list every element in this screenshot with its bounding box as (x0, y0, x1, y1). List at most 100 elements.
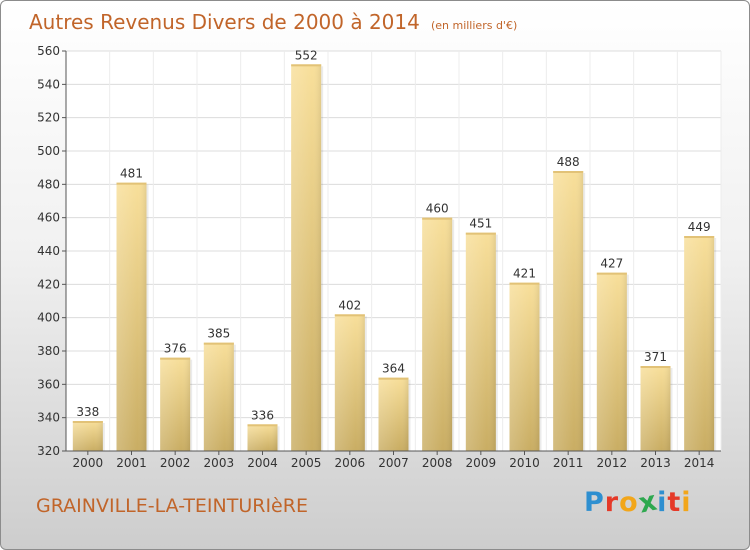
place-name: GRAINVILLE-LA-TEINTURIèRE (36, 495, 308, 517)
y-tick-label: 400 (37, 311, 60, 325)
bar-top-edge (72, 421, 103, 423)
bar-value-label: 427 (600, 257, 623, 271)
bar-top-edge (422, 217, 453, 220)
bar-highlight (465, 232, 496, 451)
bar-highlight (160, 357, 191, 451)
axis-layer: 320 340 360 380 400 420 440 460 480 500 520 540 560 2… (37, 44, 721, 470)
x-tick-label: 2012 (597, 456, 628, 470)
x-tick-label: 2013 (640, 456, 671, 470)
bar-group: 338 (72, 405, 105, 451)
bar-value-label: 449 (688, 220, 711, 234)
bar-group: 451 (465, 217, 498, 451)
logo-letter: t (667, 487, 682, 518)
bar-highlight (334, 314, 365, 451)
bar-value-label: 338 (76, 405, 99, 419)
bar-group: 449 (684, 220, 717, 451)
bar-highlight (509, 282, 540, 451)
x-tick-label: 2011 (553, 456, 584, 470)
logo-letter: o (619, 487, 639, 518)
bars-layer: 338 481 376 385 336 552 402 364 460 451 421 488 427 3… (72, 48, 717, 452)
bar-highlight (640, 366, 671, 451)
bar-top-edge (160, 357, 191, 360)
bar-group: 460 (422, 202, 455, 451)
bar-value-label: 371 (644, 350, 667, 364)
bar-group: 481 (116, 167, 149, 451)
title-row: Autres Revenus Divers de 2000 à 2014 (en… (29, 10, 517, 34)
bar-highlight (291, 64, 322, 452)
y-tick-label: 420 (37, 277, 60, 291)
y-tick-label: 520 (37, 111, 60, 125)
bar-highlight (378, 377, 409, 451)
bar-group: 488 (553, 155, 586, 451)
bar-highlight (684, 236, 715, 451)
logo-letter: P (584, 487, 605, 518)
bar-top-edge (334, 314, 365, 317)
bar-group: 427 (596, 257, 629, 451)
x-tick-label: 2008 (422, 456, 453, 470)
bar-group: 376 (160, 342, 193, 451)
bar-top-edge (640, 366, 671, 368)
x-tick-label: 2004 (247, 456, 278, 470)
y-tick-label: 460 (37, 211, 60, 225)
y-tick-label: 360 (37, 377, 60, 391)
bar-value-label: 376 (164, 342, 187, 356)
x-tick-label: 2003 (204, 456, 235, 470)
x-tick-label: 2006 (335, 456, 366, 470)
bar-highlight (422, 217, 453, 451)
bar-top-edge (378, 377, 409, 380)
x-tick-label: 2009 (466, 456, 497, 470)
bar-group: 371 (640, 350, 673, 451)
x-tick-label: 2014 (684, 456, 715, 470)
bar-top-edge (291, 64, 322, 67)
x-tick-label: 2002 (160, 456, 191, 470)
bar-group: 385 (203, 327, 236, 451)
bar-value-label: 460 (426, 202, 449, 216)
y-tick-label: 560 (37, 44, 60, 58)
logo-letter: i (681, 487, 692, 518)
bar-top-edge (247, 424, 278, 427)
bar-value-label: 421 (513, 267, 536, 281)
x-tick-label: 2001 (116, 456, 147, 470)
x-tick-label: 2005 (291, 456, 322, 470)
bar-group: 364 (378, 362, 411, 451)
bar-top-edge (596, 272, 627, 275)
proxiti-logo: Proxiti (584, 485, 692, 519)
x-tick-label: 2010 (509, 456, 540, 470)
chart-title: Autres Revenus Divers de 2000 à 2014 (29, 10, 420, 34)
y-tick-label: 340 (37, 411, 60, 425)
y-tick-label: 320 (37, 444, 60, 458)
bar-group: 552 (291, 48, 324, 452)
logo-letter: i (657, 487, 668, 518)
x-tick-label: 2000 (73, 456, 104, 470)
bar-value-label: 385 (207, 327, 230, 341)
bar-value-label: 552 (295, 48, 318, 62)
bar-highlight (203, 342, 234, 451)
bar-top-edge (684, 236, 715, 238)
bar-top-edge (465, 232, 496, 235)
bar-top-edge (116, 182, 147, 185)
y-tick-label: 380 (37, 344, 60, 358)
bar-top-edge (203, 342, 234, 345)
y-tick-label: 500 (37, 144, 60, 158)
bar-value-label: 488 (557, 155, 580, 169)
y-tick-label: 480 (37, 177, 60, 191)
bar-group: 421 (509, 267, 542, 451)
y-tick-label: 540 (37, 77, 60, 91)
bar-highlight (116, 182, 147, 451)
bar-value-label: 336 (251, 408, 274, 422)
bar-highlight (553, 171, 584, 451)
bar-value-label: 364 (382, 362, 405, 376)
bar-group: 402 (334, 298, 367, 451)
bar-value-label: 451 (469, 217, 492, 231)
bar-top-edge (509, 282, 540, 285)
y-tick-label: 440 (37, 244, 60, 258)
bar-highlight (596, 272, 627, 451)
bar-group: 336 (247, 408, 280, 451)
x-tick-label: 2007 (378, 456, 409, 470)
bar-value-label: 402 (338, 298, 361, 312)
chart-unit-note: (en milliers d'€) (430, 19, 518, 32)
logo-letter: r (604, 487, 620, 518)
bar-highlight (247, 424, 278, 451)
